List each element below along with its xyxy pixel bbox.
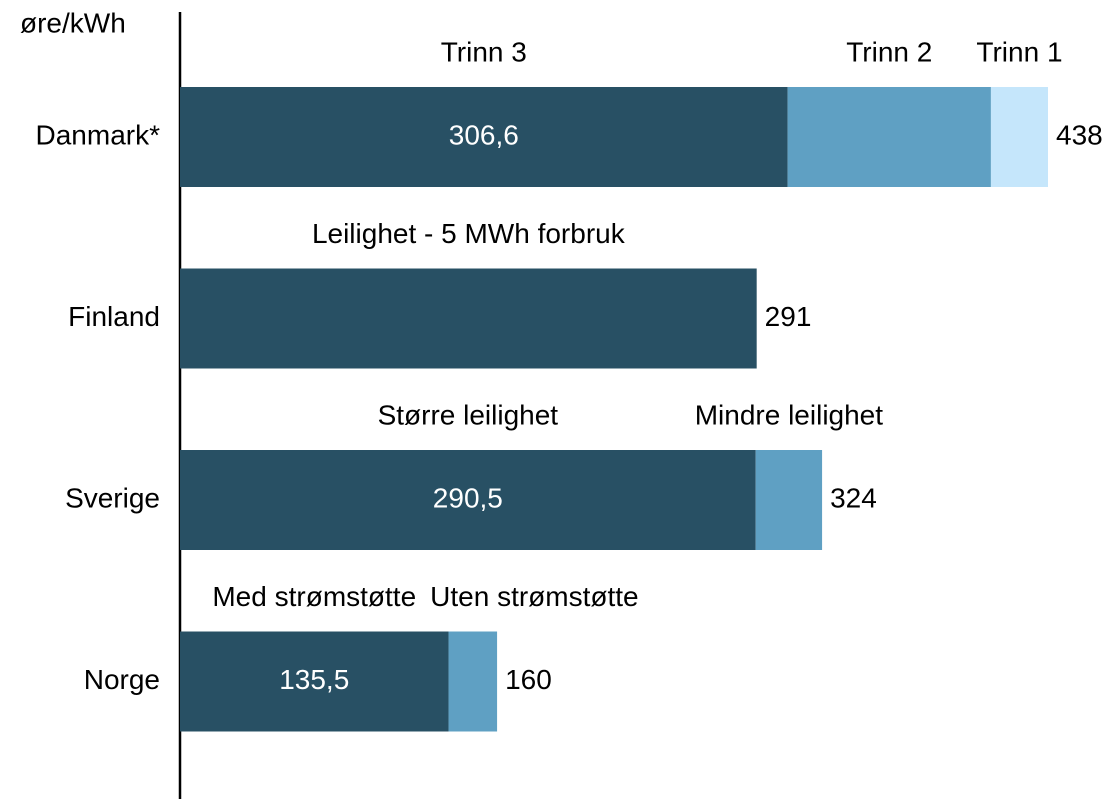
- category-label: Danmark*: [36, 119, 161, 150]
- total-label: 324: [830, 482, 877, 513]
- value-label: 290,5: [433, 482, 503, 513]
- segment-label: Mindre leilighet: [695, 399, 884, 430]
- bar-segment: [787, 87, 991, 187]
- value-label: 135,5: [279, 664, 349, 695]
- bar-segment: [990, 87, 1048, 187]
- value-label: 306,6: [449, 119, 519, 150]
- bar-segment: [180, 87, 788, 187]
- unit-label: øre/kWh: [20, 7, 126, 38]
- bar-segment: [180, 450, 756, 550]
- bar-segment: [755, 450, 823, 550]
- total-label: 438: [1056, 119, 1103, 150]
- category-label: Finland: [68, 301, 160, 332]
- segment-label: Leilighet - 5 MWh forbruk: [312, 218, 626, 249]
- segment-label: Større leilighet: [378, 399, 559, 430]
- bar-segment: [180, 631, 449, 732]
- total-label: 160: [505, 664, 552, 695]
- segment-label: Trinn 3: [441, 36, 527, 67]
- bar-segment: [180, 268, 757, 369]
- segment-label: Uten strømstøtte: [430, 581, 638, 612]
- category-label: Sverige: [65, 482, 160, 513]
- category-label: Norge: [84, 664, 160, 695]
- segment-label: Trinn 2: [846, 36, 932, 67]
- bar-segment: [448, 631, 498, 732]
- segment-label: Trinn 1: [976, 36, 1062, 67]
- total-label: 291: [765, 301, 812, 332]
- segment-label: Med strømstøtte: [212, 581, 416, 612]
